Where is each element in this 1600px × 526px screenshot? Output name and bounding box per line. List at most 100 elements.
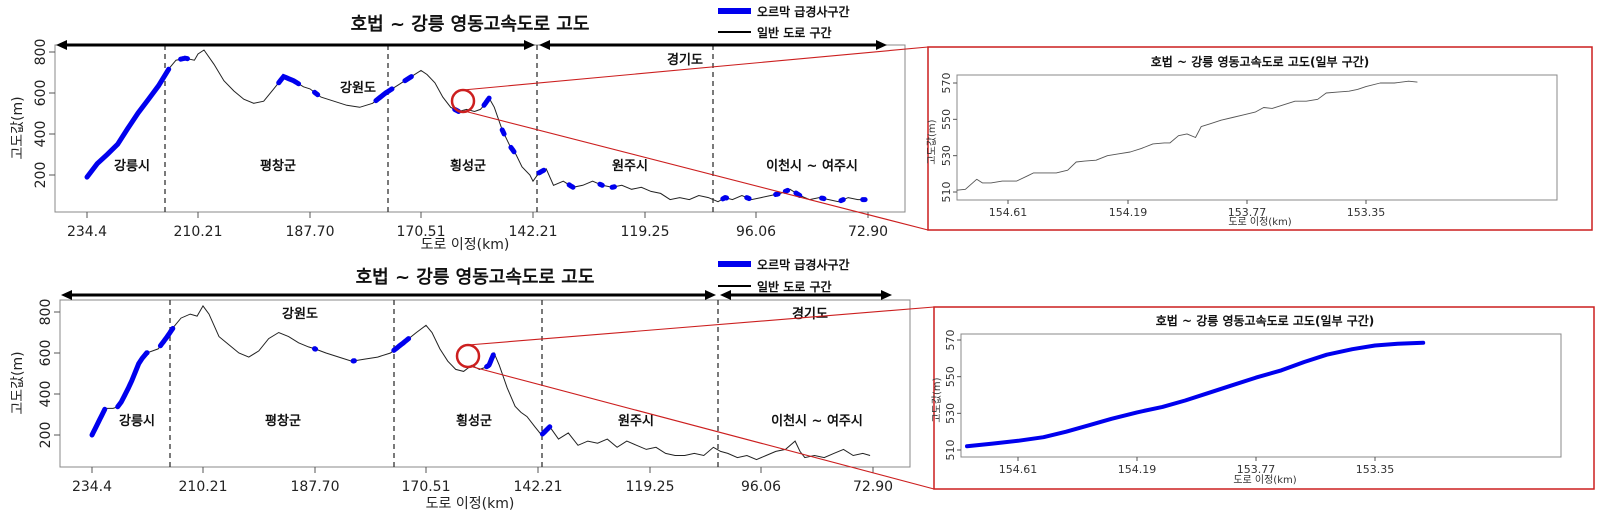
arrowhead-right-icon — [705, 290, 716, 300]
inset-x-axis-label: 도로 이정(km) — [1228, 216, 1291, 228]
x-tick-label: 142.21 — [509, 224, 558, 240]
y-tick-label: 800 — [38, 299, 54, 326]
region-label-icheon-yeoju: 이천시 ~ 여주시 — [771, 413, 863, 429]
region-boundaries — [164, 45, 714, 212]
x-tick-label: 119.25 — [621, 224, 670, 240]
steep-segment — [391, 336, 412, 353]
x-tick-label: 154.19 — [1109, 206, 1148, 219]
legend-steep-label: 오르막 급경사구간 — [757, 257, 850, 272]
arrowhead-left-icon — [56, 40, 67, 50]
arrowhead-right-icon — [524, 40, 535, 50]
zoom-callouts — [462, 46, 935, 490]
steep-segment — [276, 73, 302, 87]
inset-border — [927, 46, 1593, 231]
steep-segment — [178, 55, 190, 62]
inset-elevation-path — [956, 80, 1418, 191]
region-label-hoengseong: 횡성군 — [456, 413, 492, 429]
steep-segment — [481, 95, 492, 108]
x-tick-label: 153.35 — [1356, 463, 1395, 476]
zoom-circle — [455, 343, 481, 369]
steep-segments — [89, 325, 553, 438]
inset-elevation-line — [965, 340, 1426, 449]
x-tick-label: 210.21 — [174, 224, 223, 240]
y-axis-label: 고도값(m) — [10, 96, 26, 159]
y-tick-label: 550 — [944, 366, 957, 387]
x-tick-label: 234.4 — [67, 224, 107, 240]
zoom-circle — [450, 88, 476, 114]
x-tick-label: 154.61 — [999, 463, 1038, 476]
x-tick-label: 170.51 — [397, 224, 446, 240]
steep-segment — [508, 144, 517, 155]
elevation-line — [86, 49, 866, 203]
steep-segment — [536, 167, 547, 176]
region-boundaries — [169, 300, 719, 467]
elevation-path — [86, 49, 866, 203]
region-label-gangneung: 강릉시 — [119, 413, 155, 429]
inset-elevation-path — [965, 340, 1426, 449]
top-inset-chart: 호법 ~ 강릉 영동고속도로 고도(일부 구간) 510 530 550 570 15… — [926, 46, 1593, 231]
y-tick-label: 530 — [944, 403, 957, 424]
inset-x-axis: 154.61 154.19 153.77 153.35 — [989, 200, 1385, 219]
legend-normal-label: 일반 도로 구간 — [757, 25, 832, 40]
steep-segment — [744, 195, 752, 202]
arrowhead-left-icon — [720, 290, 731, 300]
y-tick-label: 530 — [940, 145, 953, 166]
x-tick-label: 96.06 — [741, 479, 781, 495]
callout-line — [467, 111, 929, 231]
y-tick-label: 600 — [38, 340, 54, 367]
elevation-line — [91, 304, 871, 461]
region-label-gangneung: 강릉시 — [114, 158, 150, 174]
y-tick-label: 800 — [33, 39, 49, 66]
steep-segment — [773, 191, 781, 197]
inset-elevation-line — [956, 80, 1418, 191]
y-tick-label: 570 — [944, 330, 957, 351]
inset-border — [933, 306, 1595, 490]
region-label-pyeongchang: 평창군 — [265, 413, 301, 429]
y-tick-label: 200 — [33, 162, 49, 189]
y-tick-label: 570 — [940, 73, 953, 94]
steep-segment — [838, 197, 846, 204]
bottom-main-chart: 호법 ~ 강릉 영동고속도로 고도 오르막 급경사구간 일반 도로 구간 200… — [10, 257, 911, 512]
steep-segment — [819, 195, 827, 202]
y-tick-label: 510 — [944, 440, 957, 461]
callout-line — [462, 46, 929, 91]
x-axis-label: 도로 이정(km) — [426, 496, 515, 512]
steep-segment — [609, 184, 617, 190]
steep-segment — [402, 74, 414, 84]
steep-segment — [143, 350, 150, 356]
province-label-gyeonggi: 경기도 — [667, 52, 703, 68]
x-axis-label: 도로 이정(km) — [421, 237, 510, 253]
inset-x-axis-label: 도로 이정(km) — [1233, 474, 1296, 486]
x-tick-label: 72.90 — [853, 479, 893, 495]
steep-segment — [566, 182, 576, 190]
plot-frame — [59, 299, 911, 468]
province-arrows — [61, 290, 892, 300]
legend-steep-swatch — [718, 261, 751, 267]
inset-plot-frame — [956, 74, 1558, 201]
steep-segment — [89, 406, 108, 438]
x-tick-label: 72.90 — [848, 224, 888, 240]
legend: 오르막 급경사구간 일반 도로 구간 — [718, 4, 850, 40]
bottom-inset-chart: 호법 ~ 강릉 영동고속도로 고도(일부 구간) 510 530 550 570 15… — [931, 306, 1595, 490]
top-main-chart: 호법 ~ 강릉 영동고속도로 고도 오르막 급경사구간 일반 도로 구간 200… — [10, 4, 906, 253]
x-tick-label: 153.77 — [1228, 206, 1267, 219]
region-label-wonju: 원주시 — [618, 414, 654, 429]
inset-title: 호법 ~ 강릉 영동고속도로 고도(일부 구간) — [1151, 54, 1370, 69]
x-tick-label: 142.21 — [514, 479, 563, 495]
steep-segment — [484, 352, 496, 370]
province-label-gangwon: 강원도 — [282, 306, 318, 322]
steep-segment — [157, 325, 176, 349]
steep-segment — [793, 190, 803, 198]
callout-line — [467, 306, 935, 346]
inset-y-axis: 510 530 550 570 — [944, 330, 961, 461]
y-tick-label: 200 — [38, 422, 54, 449]
steep-segments — [84, 55, 868, 204]
legend-steep-swatch — [718, 8, 751, 14]
region-label-pyeongchang: 평창군 — [260, 158, 296, 174]
arrowhead-left-icon — [539, 40, 550, 50]
inset-y-axis: 510 530 550 570 — [940, 73, 957, 203]
arrowhead-left-icon — [61, 290, 72, 300]
legend: 오르막 급경사구간 일반 도로 구간 — [718, 257, 850, 294]
y-axis-label: 고도값(m) — [10, 351, 26, 414]
x-axis: 234.4 210.21 187.70 170.51 142.21 119.25 96.06… — [72, 467, 893, 495]
